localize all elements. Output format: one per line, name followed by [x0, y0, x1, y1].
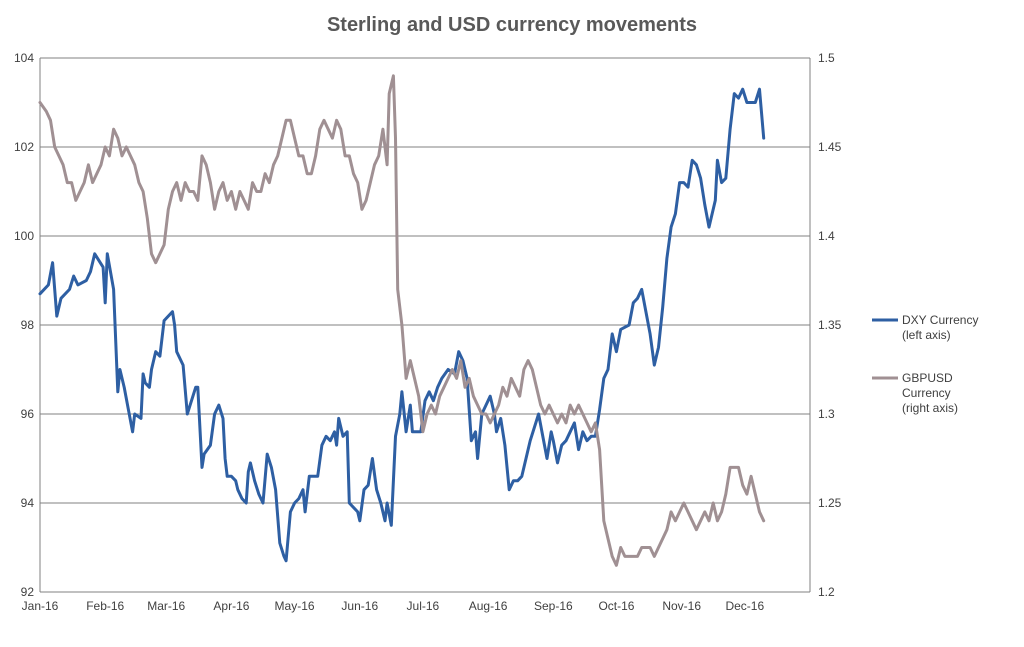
y-left-tick-label: 94	[21, 496, 35, 510]
legend-label-dxy: DXY Currency	[902, 313, 978, 327]
x-tick-label: Jun-16	[341, 599, 378, 613]
y-right-tick-label: 1.35	[818, 318, 842, 332]
y-left-tick-label: 92	[21, 585, 35, 599]
legend-label-dxy: (left axis)	[902, 328, 951, 342]
x-tick-label: Apr-16	[213, 599, 249, 613]
legend-label-gbpusd: Currency	[902, 386, 951, 400]
x-tick-label: Sep-16	[534, 599, 573, 613]
x-tick-label: Aug-16	[469, 599, 508, 613]
y-left-tick-label: 102	[14, 140, 34, 154]
legend-label-gbpusd: (right axis)	[902, 401, 958, 415]
y-right-tick-label: 1.5	[818, 51, 835, 65]
x-tick-label: Dec-16	[725, 599, 764, 613]
series-line-gbpusd	[38, 74, 766, 567]
y-right-tick-label: 1.45	[818, 140, 842, 154]
chart-title: Sterling and USD currency movements	[326, 14, 698, 36]
legend-label-gbpusd: GBPUSD	[902, 371, 953, 385]
y-right-tick-label: 1.3	[818, 407, 835, 421]
y-left-tick-label: 104	[14, 51, 34, 65]
x-tick-label: Feb-16	[86, 599, 124, 613]
y-left-tick-label: 100	[14, 229, 34, 243]
x-tick-label: May-16	[275, 599, 315, 613]
y-right-tick-label: 1.25	[818, 496, 842, 510]
y-left-tick-label: 98	[21, 318, 35, 332]
x-tick-label: Nov-16	[662, 599, 701, 613]
series-line-dxy	[38, 87, 766, 563]
y-left-tick-label: 96	[21, 407, 35, 421]
y-right-tick-label: 1.2	[818, 585, 835, 599]
x-tick-label: Jan-16	[22, 599, 59, 613]
x-tick-label: Jul-16	[407, 599, 440, 613]
y-right-tick-label: 1.4	[818, 229, 835, 243]
x-tick-label: Oct-16	[598, 599, 634, 613]
x-tick-label: Mar-16	[147, 599, 185, 613]
